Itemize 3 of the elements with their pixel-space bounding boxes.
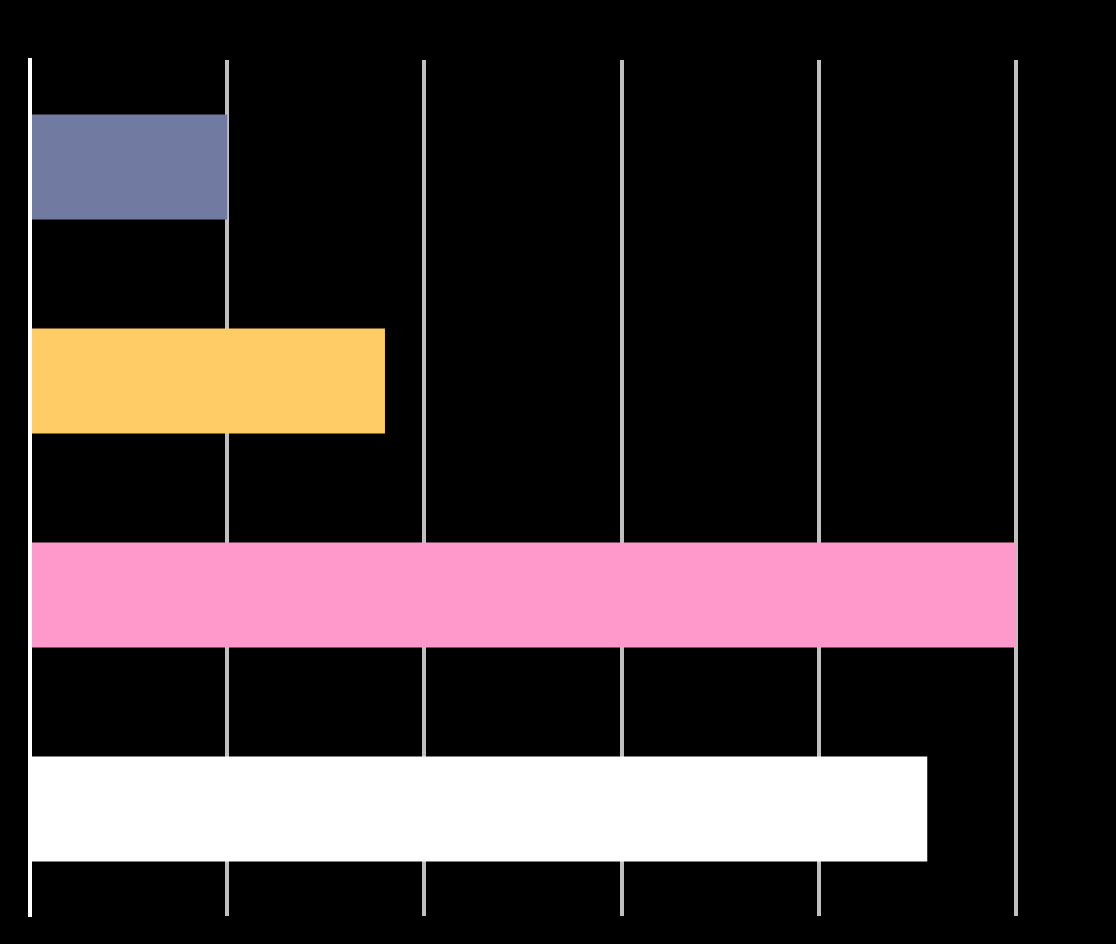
- bar: [32, 542, 1016, 648]
- bar: [32, 114, 228, 220]
- bar: [32, 328, 385, 434]
